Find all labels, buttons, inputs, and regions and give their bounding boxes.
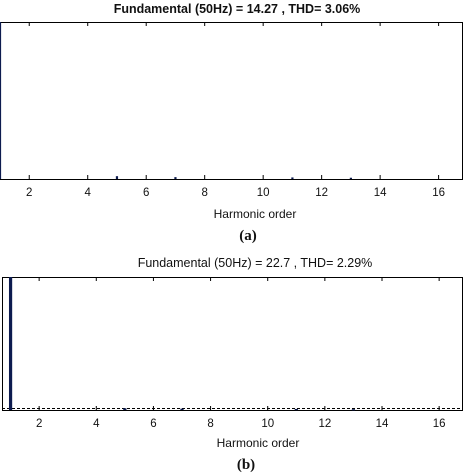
x-tick-label: 8 [201, 187, 207, 199]
bar-harmonic-7 [180, 408, 184, 410]
chart-title: Fundamental (50Hz) = 22.7 , THD= 2.29% [138, 256, 373, 270]
x-tick-label: 2 [26, 187, 32, 199]
bar-harmonic-13 [349, 177, 352, 179]
x-tick-label: 16 [433, 418, 446, 430]
panel-label: (a) [239, 228, 257, 244]
x-tick-label: 6 [143, 187, 149, 199]
x-axis-ticks: 2 4 6 8 10 12 14 16 [26, 22, 445, 199]
x-tick-label: 8 [207, 418, 213, 430]
bar-series [8, 277, 356, 411]
x-tick-label: 4 [93, 418, 100, 430]
x-tick-label: 12 [318, 418, 331, 430]
bar-harmonic-1 [0, 22, 2, 179]
x-tick-label: 6 [150, 418, 156, 430]
bar-harmonic-7 [174, 177, 177, 179]
x-tick-label: 12 [315, 187, 328, 199]
x-tick-label: 14 [374, 187, 387, 199]
panel-label: (b) [237, 457, 255, 473]
plot-frame [2, 277, 463, 411]
x-tick-label: 14 [376, 418, 389, 430]
x-axis-label: Harmonic order [214, 207, 297, 221]
x-tick-label: 2 [36, 418, 42, 430]
bar-harmonic-11 [294, 408, 298, 411]
panel-a: Fundamental (50Hz) = 14.27 , THD= 3.06% … [0, 2, 463, 244]
x-axis-ticks: 2 4 6 8 10 12 14 16 [36, 277, 446, 430]
bar-harmonic-13 [351, 409, 356, 411]
bar-harmonic-11 [291, 177, 294, 179]
chart-title: Fundamental (50Hz) = 14.27 , THD= 3.06% [114, 2, 361, 16]
x-tick-label: 4 [85, 187, 92, 199]
bar-harmonic-1 [8, 277, 13, 410]
x-tick-label: 10 [261, 418, 274, 430]
x-tick-label: 16 [432, 187, 445, 199]
x-axis-label: Harmonic order [217, 436, 300, 450]
x-tick-label: 10 [257, 187, 270, 199]
bar-series [0, 22, 352, 179]
axes-box [0, 22, 463, 180]
bar-harmonic-5 [115, 176, 119, 179]
bar-harmonic-5 [123, 408, 127, 410]
axes-box [2, 277, 463, 411]
panel-b: Fundamental (50Hz) = 22.7 , THD= 2.29% 2… [2, 256, 463, 473]
plot-frame [0, 22, 463, 180]
